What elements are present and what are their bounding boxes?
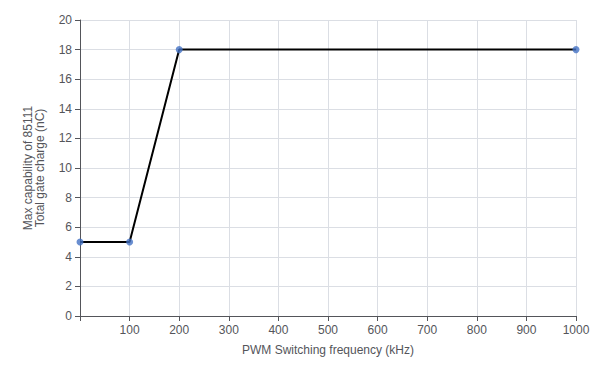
svg-text:Total gate charge (nC): Total gate charge (nC) <box>33 109 47 228</box>
svg-text:2: 2 <box>65 279 72 293</box>
svg-text:Max capability of 85111: Max capability of 85111 <box>21 105 35 231</box>
svg-text:400: 400 <box>268 323 288 337</box>
svg-text:500: 500 <box>318 323 338 337</box>
svg-text:20: 20 <box>59 13 73 27</box>
svg-text:4: 4 <box>65 250 72 264</box>
svg-text:800: 800 <box>467 323 487 337</box>
svg-text:16: 16 <box>59 72 73 86</box>
svg-text:100: 100 <box>120 323 140 337</box>
svg-text:PWM Switching frequency (kHz): PWM Switching frequency (kHz) <box>242 343 414 357</box>
svg-text:200: 200 <box>169 323 189 337</box>
svg-text:600: 600 <box>368 323 388 337</box>
svg-text:10: 10 <box>59 161 73 175</box>
svg-text:6: 6 <box>65 220 72 234</box>
svg-text:300: 300 <box>219 323 239 337</box>
svg-text:0: 0 <box>65 309 72 323</box>
svg-text:12: 12 <box>59 131 73 145</box>
svg-text:700: 700 <box>417 323 437 337</box>
svg-text:900: 900 <box>516 323 536 337</box>
svg-text:18: 18 <box>59 43 73 57</box>
svg-text:14: 14 <box>59 102 73 116</box>
svg-text:1000: 1000 <box>563 323 590 337</box>
svg-text:8: 8 <box>65 191 72 205</box>
